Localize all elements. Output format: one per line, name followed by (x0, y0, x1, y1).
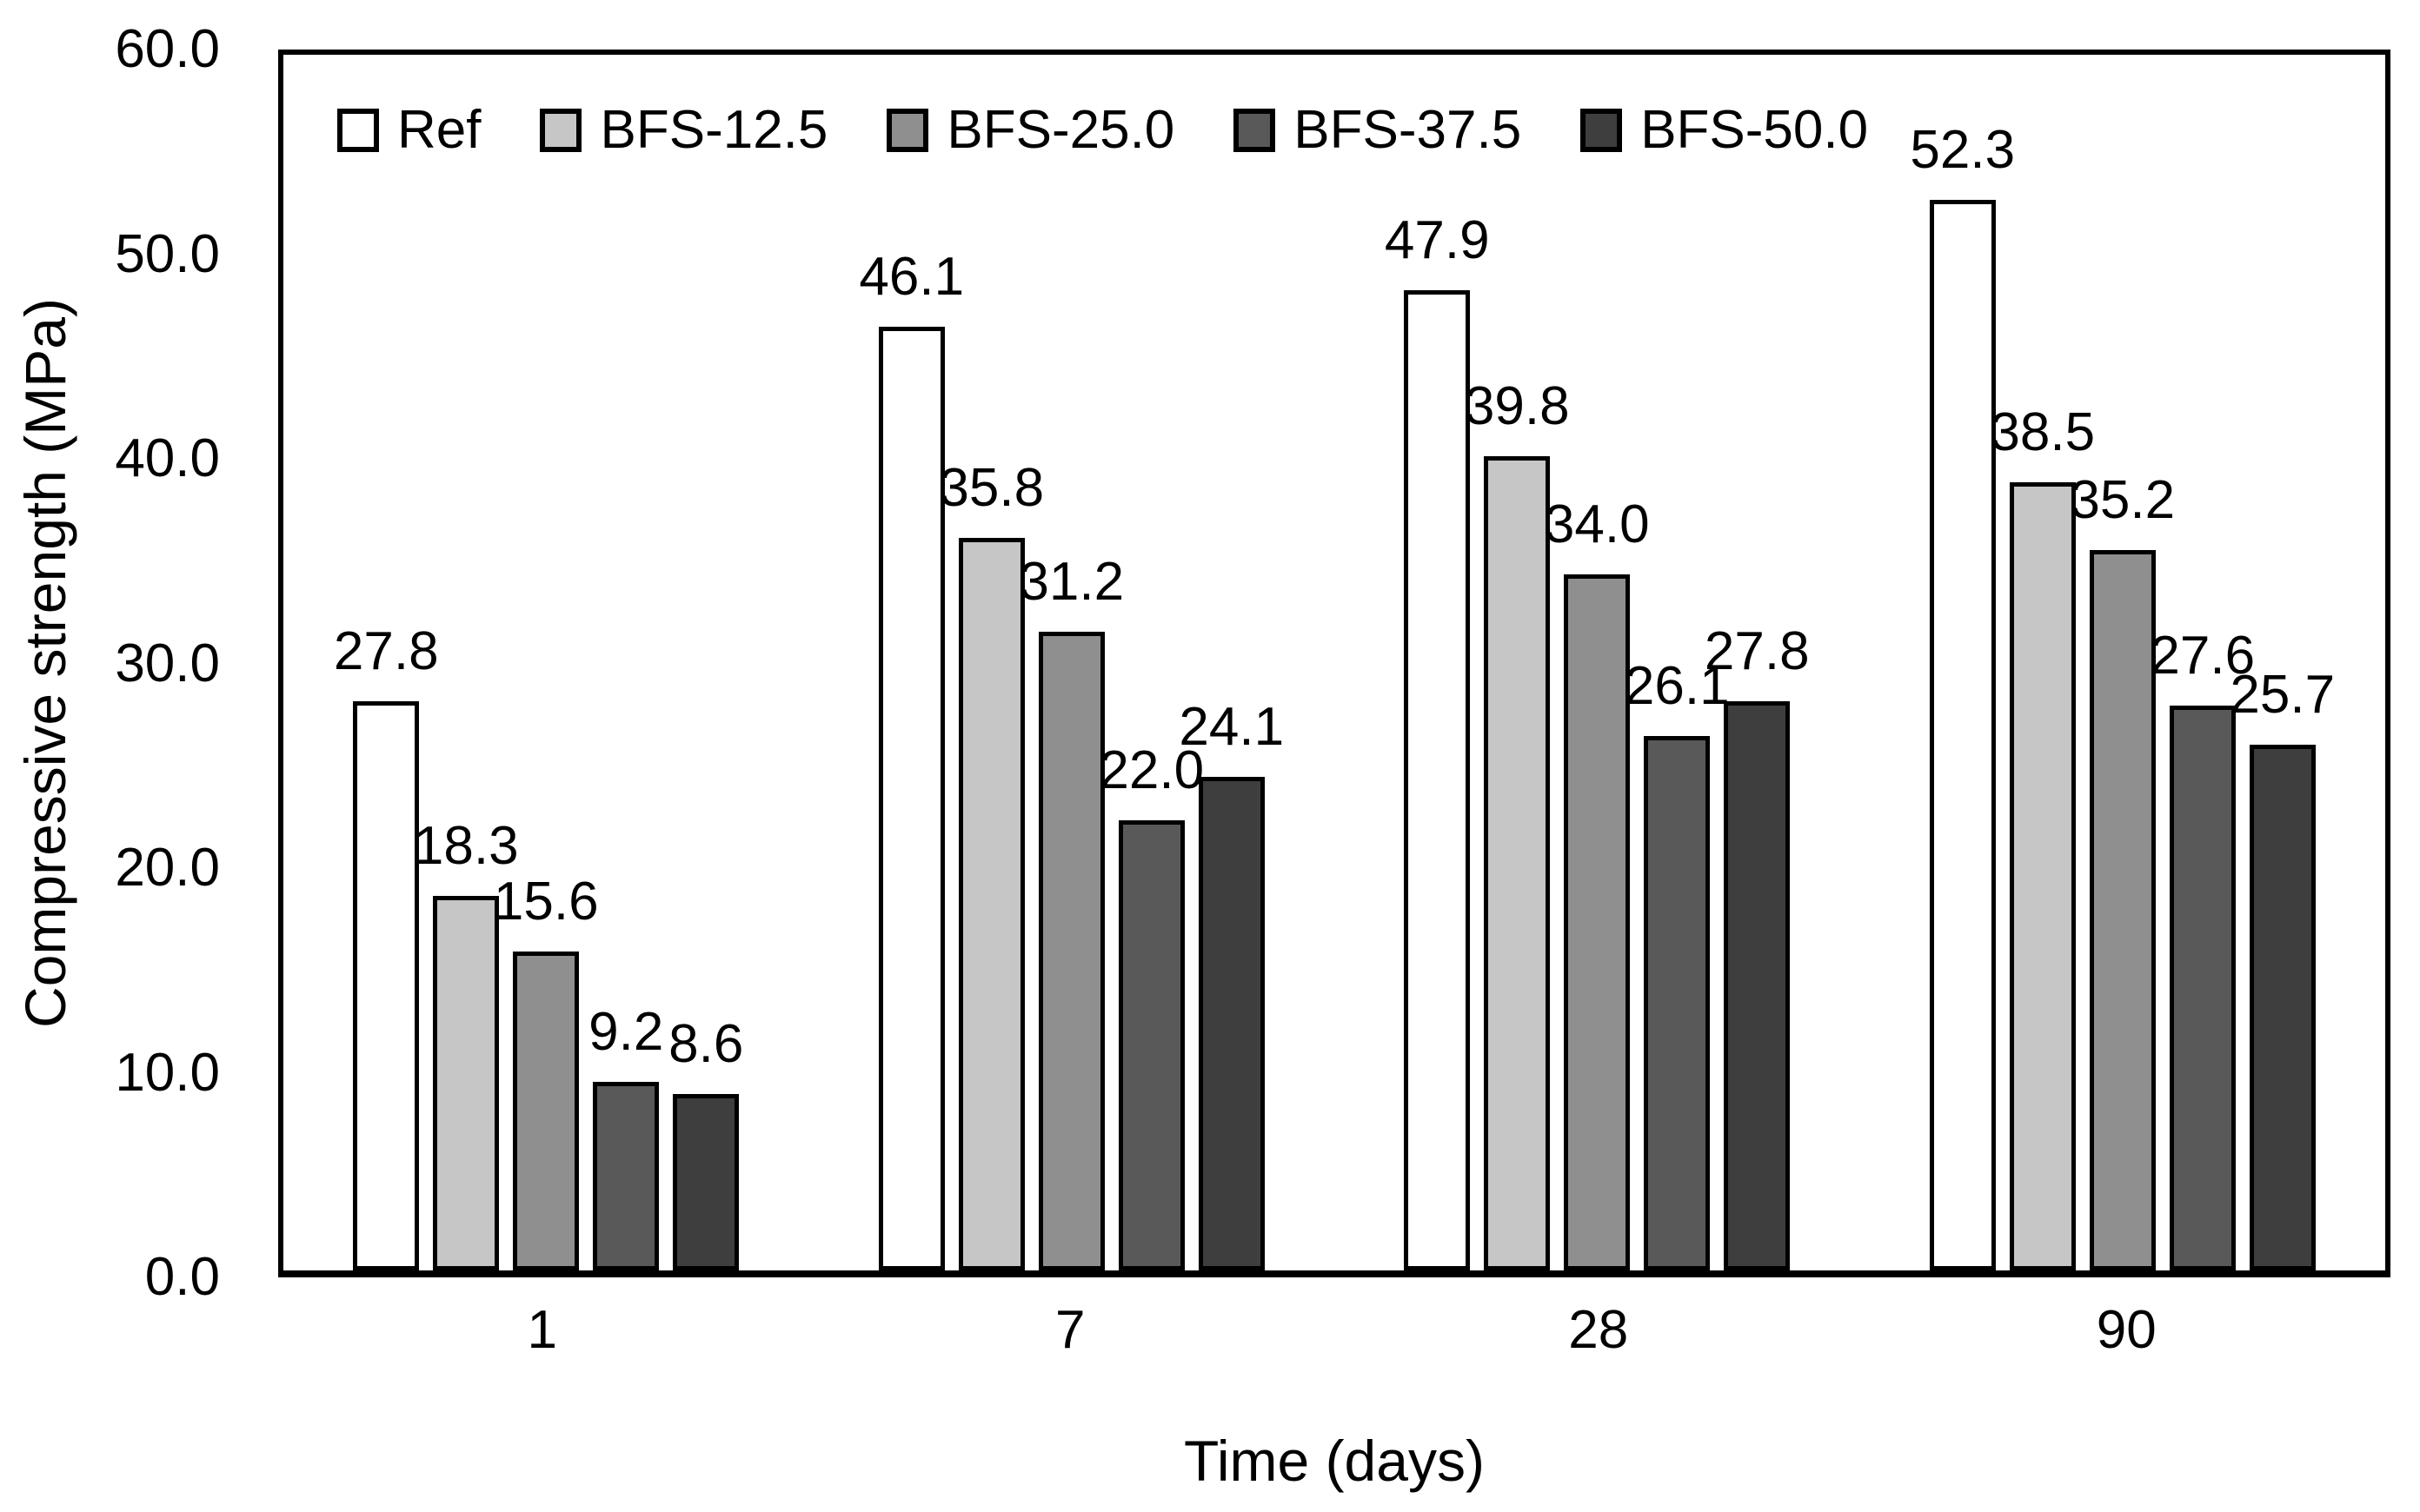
y-tick-label: 10.0 (115, 1042, 220, 1103)
legend-swatch-icon (1580, 109, 1623, 152)
bar-bfs-12.5 (1484, 456, 1551, 1270)
bar-bfs-50.0 (1198, 777, 1265, 1270)
legend-label: BFS-12.5 (600, 100, 828, 160)
legend-label: BFS-25.0 (947, 100, 1175, 160)
legend-label: BFS-50.0 (1640, 100, 1869, 160)
bar-bfs-37.5 (2169, 706, 2236, 1270)
data-label: 31.2 (1019, 552, 1125, 612)
bar-ref (1929, 200, 1996, 1270)
x-tick-label: 28 (1568, 1300, 1629, 1360)
legend: Ref BFS-12.5 BFS-25.0 BFS-37.5 BFS-50.0 (337, 103, 1868, 157)
y-tick-label: 60.0 (115, 19, 220, 79)
legend-entry: BFS-25.0 (887, 103, 1174, 157)
bar-slot: 18.3 (414, 55, 519, 1270)
legend-swatch-icon (1233, 109, 1276, 152)
bar-slot: 31.2 (1019, 55, 1124, 1270)
bar-slot: 52.3 (1910, 55, 2015, 1270)
x-tick-label: 90 (2096, 1300, 2157, 1360)
legend-swatch-icon (887, 109, 929, 152)
bar-bfs-25.0 (1038, 632, 1105, 1270)
plot-area: Ref BFS-12.5 BFS-25.0 BFS-37.5 BFS-50.0 27.8… (278, 50, 2390, 1277)
legend-entry: BFS-50.0 (1580, 103, 1868, 157)
bar-slot: 24.1 (1179, 55, 1284, 1270)
data-label: 35.2 (2070, 470, 2176, 530)
bar-slot: 38.5 (1990, 55, 2095, 1270)
legend-label: Ref (397, 100, 482, 160)
legend-swatch-icon (337, 109, 379, 152)
bar-bfs-12.5 (958, 538, 1025, 1270)
bar-slot: 25.7 (2230, 55, 2335, 1270)
bar-bfs-37.5 (1118, 820, 1185, 1270)
data-label: 52.3 (1910, 120, 2016, 180)
data-label: 25.7 (2230, 665, 2336, 725)
bar-slot: 39.8 (1465, 55, 1570, 1270)
bar-ref (878, 327, 945, 1270)
bar-slot: 47.9 (1385, 55, 1490, 1270)
bar-slot: 9.2 (588, 55, 663, 1270)
bar-bfs-12.5 (2009, 482, 2076, 1270)
legend-entry: Ref (337, 103, 481, 157)
data-label: 34.0 (1544, 494, 1650, 554)
data-label: 35.8 (939, 458, 1045, 518)
x-tick-label: 7 (1055, 1300, 1086, 1360)
data-label: 27.8 (333, 621, 439, 681)
bar-group-day-1: 27.8 18.3 15.6 9.2 8.6 (283, 55, 809, 1270)
bar-group-day-28: 47.9 39.8 34.0 26.1 27.8 (1334, 55, 1860, 1270)
legend-swatch-icon (540, 109, 582, 152)
bar-slot: 27.8 (334, 55, 439, 1270)
bar-slot: 27.6 (2150, 55, 2255, 1270)
y-tick-label: 20.0 (115, 838, 220, 898)
bar-bfs-12.5 (433, 896, 500, 1270)
bar-slot: 34.0 (1545, 55, 1650, 1270)
bar-ref (353, 701, 420, 1270)
y-tick-label: 30.0 (115, 633, 220, 693)
legend-entry: BFS-12.5 (540, 103, 828, 157)
data-label: 18.3 (413, 816, 519, 876)
bar-slot: 26.1 (1625, 55, 1730, 1270)
x-axis-title: Time (days) (1184, 1429, 1485, 1493)
y-tick-label: 40.0 (115, 428, 220, 488)
bar-slot: 46.1 (859, 55, 964, 1270)
bars-layer: 27.8 18.3 15.6 9.2 8.6 46.1 35.8 31.2 22.0 24.1 47… (283, 55, 2385, 1270)
bar-bfs-37.5 (593, 1082, 660, 1270)
y-tick-label: 50.0 (115, 223, 220, 284)
bar-bfs-50.0 (2249, 745, 2316, 1270)
x-tick-label: 1 (527, 1300, 557, 1360)
bar-bfs-25.0 (1564, 574, 1631, 1270)
bar-slot: 22.0 (1099, 55, 1204, 1270)
data-label: 24.1 (1179, 697, 1285, 757)
data-label: 26.1 (1624, 656, 1730, 716)
data-label: 39.8 (1464, 376, 1570, 436)
data-label: 46.1 (859, 247, 965, 307)
bar-slot: 27.8 (1705, 55, 1810, 1270)
bar-slot: 8.6 (668, 55, 743, 1270)
data-label: 38.5 (1990, 402, 2096, 462)
bar-bfs-50.0 (1724, 701, 1791, 1270)
data-label: 9.2 (588, 1002, 664, 1062)
data-label: 22.0 (1099, 740, 1205, 800)
bar-bfs-37.5 (1644, 736, 1711, 1270)
data-label: 27.6 (2150, 626, 2256, 686)
data-label: 8.6 (668, 1014, 744, 1074)
legend-label: BFS-37.5 (1293, 100, 1522, 160)
x-axis-tick-labels: 1 7 28 90 (278, 1303, 2390, 1357)
y-tick-label: 0.0 (144, 1247, 220, 1307)
bar-slot: 35.8 (939, 55, 1044, 1270)
bar-bfs-50.0 (673, 1094, 740, 1270)
data-label: 27.8 (1704, 621, 1810, 681)
data-label: 47.9 (1384, 210, 1490, 270)
legend-entry: BFS-37.5 (1233, 103, 1521, 157)
bar-slot: 15.6 (494, 55, 599, 1270)
bar-slot: 35.2 (2070, 55, 2175, 1270)
bar-group-day-90: 52.3 38.5 35.2 27.6 25.7 (1860, 55, 2386, 1270)
bar-bfs-25.0 (513, 952, 580, 1270)
data-label: 15.6 (493, 872, 599, 932)
bar-ref (1404, 290, 1471, 1270)
bar-group-day-7: 46.1 35.8 31.2 22.0 24.1 (809, 55, 1335, 1270)
bar-bfs-25.0 (2089, 550, 2156, 1270)
